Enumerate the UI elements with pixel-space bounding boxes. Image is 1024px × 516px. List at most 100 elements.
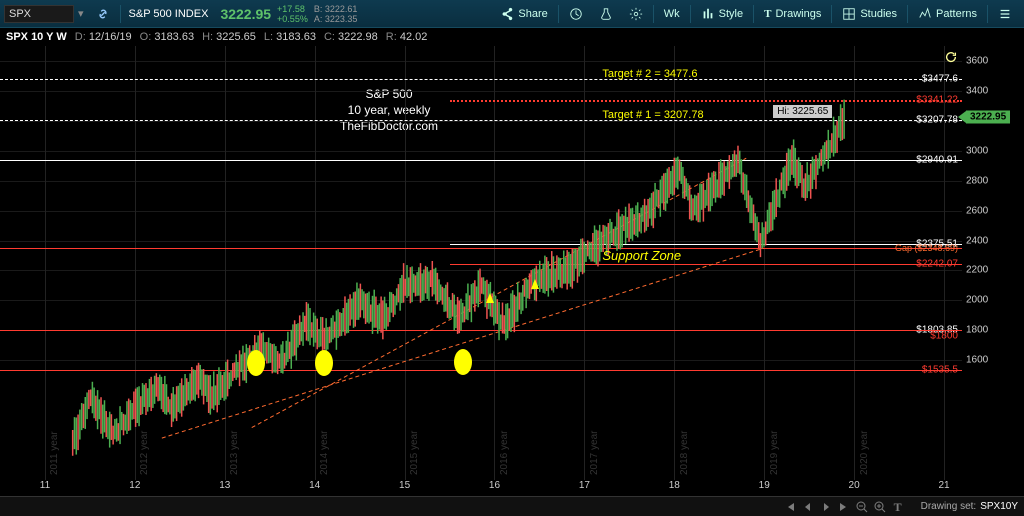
ytick: 3600 [966, 55, 988, 66]
price-line [0, 79, 962, 80]
high-key: H: [202, 31, 213, 43]
gear-icon[interactable] [621, 0, 651, 27]
toolbar: ▾ S&P 500 INDEX 3222.95 +17.58 +0.55% B:… [0, 0, 1024, 28]
ytick: 2200 [966, 265, 988, 276]
last-price: 3222.95 [214, 6, 277, 22]
year-label: 2015 year [409, 431, 420, 475]
drawing-set-value: SPX10Y [980, 501, 1018, 512]
price-line [0, 120, 962, 121]
xtick: 14 [309, 480, 320, 491]
nav-first-icon[interactable] [783, 500, 797, 514]
xtick: 11 [40, 480, 50, 491]
style-label: Style [719, 8, 743, 20]
bid: B: 3222.61 [314, 4, 358, 14]
year-label: 2012 year [139, 431, 150, 475]
xtick: 13 [219, 480, 230, 491]
studies-label: Studies [860, 8, 897, 20]
date-key: D: [75, 31, 86, 43]
xtick: 19 [759, 480, 770, 491]
high-val: 3225.65 [216, 31, 256, 43]
list-icon[interactable] [990, 0, 1020, 27]
ytick: 2000 [966, 295, 988, 306]
ytick: 1600 [966, 355, 988, 366]
open-val: 3183.63 [154, 31, 194, 43]
year-label: 2019 year [769, 431, 780, 475]
xtick: 18 [669, 480, 680, 491]
timeframe-label: Wk [664, 8, 680, 20]
year-label: 2011 year [49, 431, 60, 475]
symbol-input[interactable] [4, 5, 74, 23]
price-marker-arrow [958, 111, 966, 123]
ytick: 3000 [966, 145, 988, 156]
highlight-ellipse [315, 350, 333, 376]
chart-title: S&P 500 10 year, weekly TheFibDoctor.com [340, 86, 438, 134]
patterns-label: Patterns [936, 8, 977, 20]
price-line [0, 248, 962, 249]
drawing-set-key: Drawing set: [921, 501, 977, 512]
clock-icon[interactable] [561, 0, 591, 27]
ytick: 1800 [966, 325, 988, 336]
price-marker-tag: 3222.95 [966, 111, 1010, 124]
title-l2: 10 year, weekly [340, 102, 438, 118]
year-label: 2013 year [229, 431, 240, 475]
style-button[interactable]: Style [693, 0, 751, 27]
close-val: 3222.98 [338, 31, 378, 43]
target-2-label: Target # 2 = 3477.6 [602, 68, 697, 80]
year-label: 2020 year [859, 431, 870, 475]
xtick: 12 [129, 480, 140, 491]
zoom-out-icon[interactable] [855, 500, 869, 514]
price-line [450, 244, 962, 245]
trend-line [252, 158, 746, 427]
price-line [0, 160, 962, 161]
timeframe-button[interactable]: Wk [656, 0, 688, 27]
info-bar: SPX 10 Y W D: 12/16/19 O: 3183.63 H: 322… [0, 28, 1024, 46]
ytick: 2800 [966, 175, 988, 186]
year-label: 2014 year [319, 431, 330, 475]
flask-icon[interactable] [591, 0, 621, 27]
text-tool-icon[interactable]: T [891, 500, 905, 514]
chart-symbol: SPX 10 Y W [6, 31, 67, 43]
change-pct: +0.55% [277, 14, 308, 24]
xtick: 21 [938, 480, 949, 491]
symbol-dropdown-icon[interactable]: ▾ [74, 7, 88, 20]
nav-next-icon[interactable] [819, 500, 833, 514]
xtick: 20 [849, 480, 860, 491]
price-line-label: $3477.6 [922, 74, 958, 85]
price-line-label: $2940.91 [916, 154, 958, 165]
nav-prev-icon[interactable] [801, 500, 815, 514]
support-zone-label: Support Zone [602, 248, 681, 263]
year-label: 2017 year [589, 431, 600, 475]
zoom-in-icon[interactable] [873, 500, 887, 514]
price-line-label: $2242.07 [916, 259, 958, 270]
drawings-button[interactable]: T Drawings [756, 0, 829, 27]
price-line-label: Gap ($2348.69) [895, 243, 958, 253]
chart-area[interactable]: S&P 500 10 year, weekly TheFibDoctor.com… [0, 46, 1024, 496]
price-line-label: $3341.22 [916, 94, 958, 105]
studies-button[interactable]: Studies [834, 0, 905, 27]
low-val: 3183.63 [276, 31, 316, 43]
year-label: 2018 year [679, 431, 690, 475]
instrument-name: S&P 500 INDEX [123, 8, 215, 20]
arrow-up-icon [531, 279, 539, 289]
plot-region[interactable]: S&P 500 10 year, weekly TheFibDoctor.com… [0, 46, 962, 480]
price-line-label: $1535.5 [922, 364, 958, 375]
title-l1: S&P 500 [340, 86, 438, 102]
share-label: Share [518, 8, 547, 20]
nav-last-icon[interactable] [837, 500, 851, 514]
share-button[interactable]: Share [492, 0, 555, 27]
price-line-label: $1800 [930, 331, 958, 342]
patterns-button[interactable]: Patterns [910, 0, 985, 27]
refresh-icon[interactable] [944, 50, 958, 64]
status-bar: T Drawing set: SPX10Y [0, 496, 1024, 516]
ytick: 2400 [966, 235, 988, 246]
y-axis: 1600180020002200240026002800300032003400… [962, 46, 1024, 480]
price-line-label: $3207.78 [916, 114, 958, 125]
price-line [450, 264, 962, 265]
price-line [0, 370, 962, 371]
change-abs: +17.58 [277, 4, 308, 14]
ytick: 2600 [966, 205, 988, 216]
year-label: 2016 year [499, 431, 510, 475]
link-icon[interactable] [88, 0, 118, 27]
open-key: O: [140, 31, 152, 43]
ytick: 3400 [966, 85, 988, 96]
